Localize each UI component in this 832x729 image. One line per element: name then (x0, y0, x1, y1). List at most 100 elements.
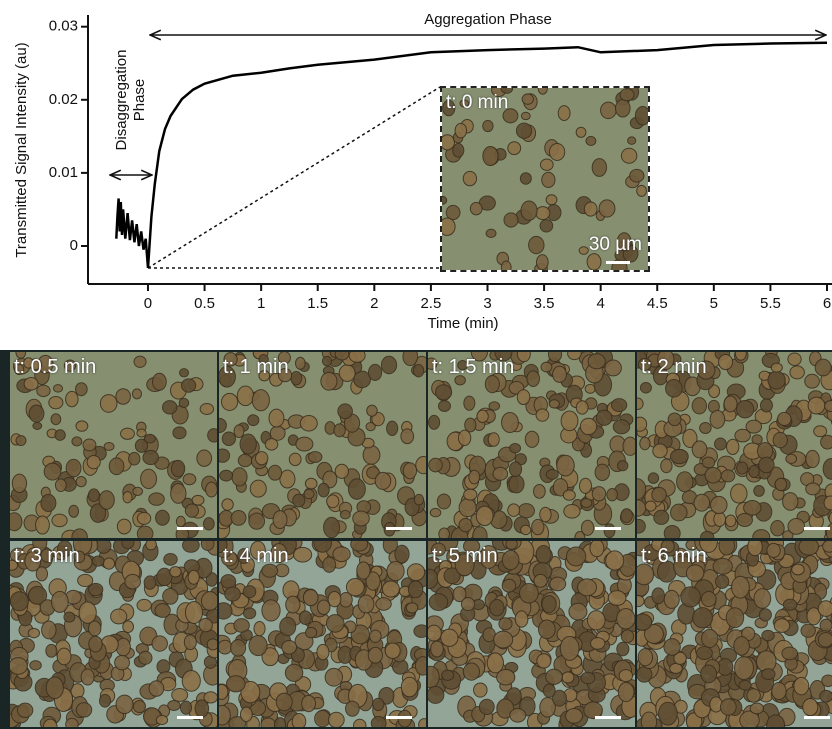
cell (616, 608, 635, 630)
cell (334, 352, 350, 361)
cell (258, 354, 269, 365)
cell (10, 512, 23, 532)
cell (224, 586, 241, 602)
micrograph (637, 352, 832, 538)
cell (508, 474, 525, 494)
cell (43, 462, 62, 481)
cell (734, 428, 751, 443)
cell (470, 352, 488, 362)
cell (162, 588, 179, 605)
cell (367, 646, 383, 664)
cell (277, 368, 293, 383)
data-line (115, 41, 828, 268)
cell (54, 478, 67, 492)
cell (748, 464, 760, 479)
cell (155, 509, 170, 526)
cell (637, 613, 653, 631)
cell (442, 217, 456, 236)
cell (708, 384, 721, 399)
cell (724, 514, 737, 528)
cell (316, 643, 330, 661)
cell (559, 635, 580, 661)
cell (574, 530, 586, 538)
cell (807, 396, 826, 415)
cell (275, 692, 293, 712)
cell (151, 635, 168, 652)
x-axis-title: Time (min) (427, 315, 498, 332)
cell (321, 355, 333, 367)
micrograph-panel: t: 6 min (637, 541, 832, 727)
cell (345, 577, 365, 597)
cell (454, 122, 468, 139)
micrograph-panel: t: 3 min (10, 541, 217, 727)
cell (327, 711, 345, 727)
cell (407, 580, 424, 599)
cell (561, 671, 575, 684)
cell (535, 254, 549, 270)
cell (673, 651, 687, 665)
cell (620, 629, 635, 644)
cell (787, 517, 806, 535)
cell (441, 669, 455, 681)
cell (180, 378, 197, 393)
cell (428, 593, 449, 611)
scale-bar (177, 716, 203, 719)
x-tick-label: 6 (823, 295, 831, 312)
cell (35, 515, 50, 535)
cell (469, 201, 483, 216)
cell (170, 459, 186, 478)
cell (258, 370, 271, 382)
cell (337, 403, 353, 420)
cell (187, 569, 200, 585)
cell (438, 527, 450, 538)
cell (200, 591, 217, 611)
cell (362, 445, 381, 465)
cell (88, 620, 102, 637)
cell (324, 667, 344, 687)
cell (131, 388, 143, 400)
cell (219, 541, 228, 554)
cell (279, 469, 296, 489)
cell (519, 172, 532, 185)
cell (384, 642, 401, 660)
cell (136, 525, 154, 538)
cell (219, 365, 236, 388)
cell (521, 93, 534, 105)
cell (457, 429, 472, 447)
cell (219, 639, 233, 655)
cell (720, 469, 736, 483)
cell (145, 541, 157, 551)
cell (233, 424, 245, 438)
cell (682, 428, 698, 448)
cell (243, 607, 257, 620)
x-tick-label: 4.5 (647, 295, 668, 312)
cell (777, 411, 792, 427)
cell (28, 404, 45, 423)
cell (11, 473, 28, 494)
cell (696, 360, 716, 380)
cell (75, 702, 93, 718)
cell (114, 654, 130, 671)
panel-label: t: 2 min (641, 356, 707, 378)
cell (240, 680, 261, 704)
cell (443, 567, 461, 585)
cell (198, 617, 213, 633)
cell (73, 550, 86, 564)
cell (140, 468, 158, 490)
cell (509, 442, 522, 454)
cell (181, 670, 201, 692)
cell (133, 355, 147, 368)
cell (54, 429, 66, 441)
cell (822, 541, 832, 553)
cell (87, 488, 100, 503)
cell (50, 413, 62, 426)
cell (138, 650, 153, 665)
cell (714, 437, 727, 451)
x-tick-label: 1.5 (307, 295, 328, 312)
cell (272, 510, 288, 530)
cell (184, 601, 204, 624)
cell (248, 634, 268, 657)
cell (237, 548, 251, 564)
cell (63, 611, 76, 623)
cell (65, 458, 82, 478)
